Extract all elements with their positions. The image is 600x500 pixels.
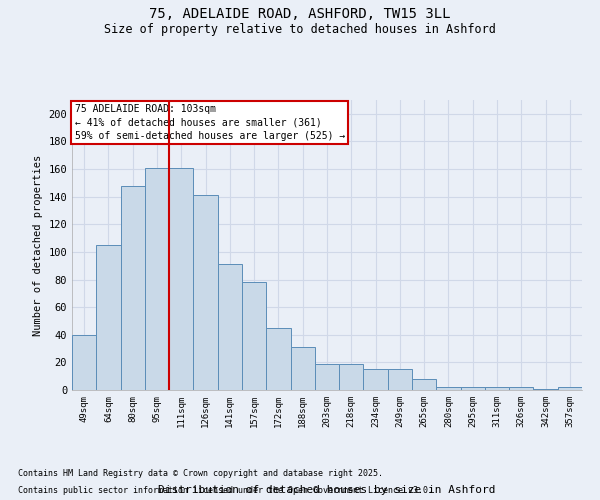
Bar [509, 387, 533, 390]
Text: Size of property relative to detached houses in Ashford: Size of property relative to detached ho… [104, 22, 496, 36]
X-axis label: Distribution of detached houses by size in Ashford: Distribution of detached houses by size … [158, 486, 496, 496]
Bar [485, 387, 509, 390]
Bar [96, 245, 121, 390]
Text: Contains public sector information licensed under the Open Government Licence v3: Contains public sector information licen… [18, 486, 433, 495]
Bar [412, 379, 436, 390]
Bar [266, 328, 290, 390]
Bar [290, 347, 315, 390]
Bar [72, 335, 96, 390]
Bar [169, 168, 193, 390]
Bar [121, 186, 145, 390]
Bar [315, 364, 339, 390]
Text: 75 ADELAIDE ROAD: 103sqm
← 41% of detached houses are smaller (361)
59% of semi-: 75 ADELAIDE ROAD: 103sqm ← 41% of detach… [74, 104, 345, 141]
Y-axis label: Number of detached properties: Number of detached properties [33, 154, 43, 336]
Bar [436, 387, 461, 390]
Bar [193, 196, 218, 390]
Bar [388, 370, 412, 390]
Bar [242, 282, 266, 390]
Bar [364, 370, 388, 390]
Bar [218, 264, 242, 390]
Text: Contains HM Land Registry data © Crown copyright and database right 2025.: Contains HM Land Registry data © Crown c… [18, 468, 383, 477]
Text: 75, ADELAIDE ROAD, ASHFORD, TW15 3LL: 75, ADELAIDE ROAD, ASHFORD, TW15 3LL [149, 8, 451, 22]
Bar [533, 388, 558, 390]
Bar [558, 387, 582, 390]
Bar [145, 168, 169, 390]
Bar [461, 387, 485, 390]
Bar [339, 364, 364, 390]
